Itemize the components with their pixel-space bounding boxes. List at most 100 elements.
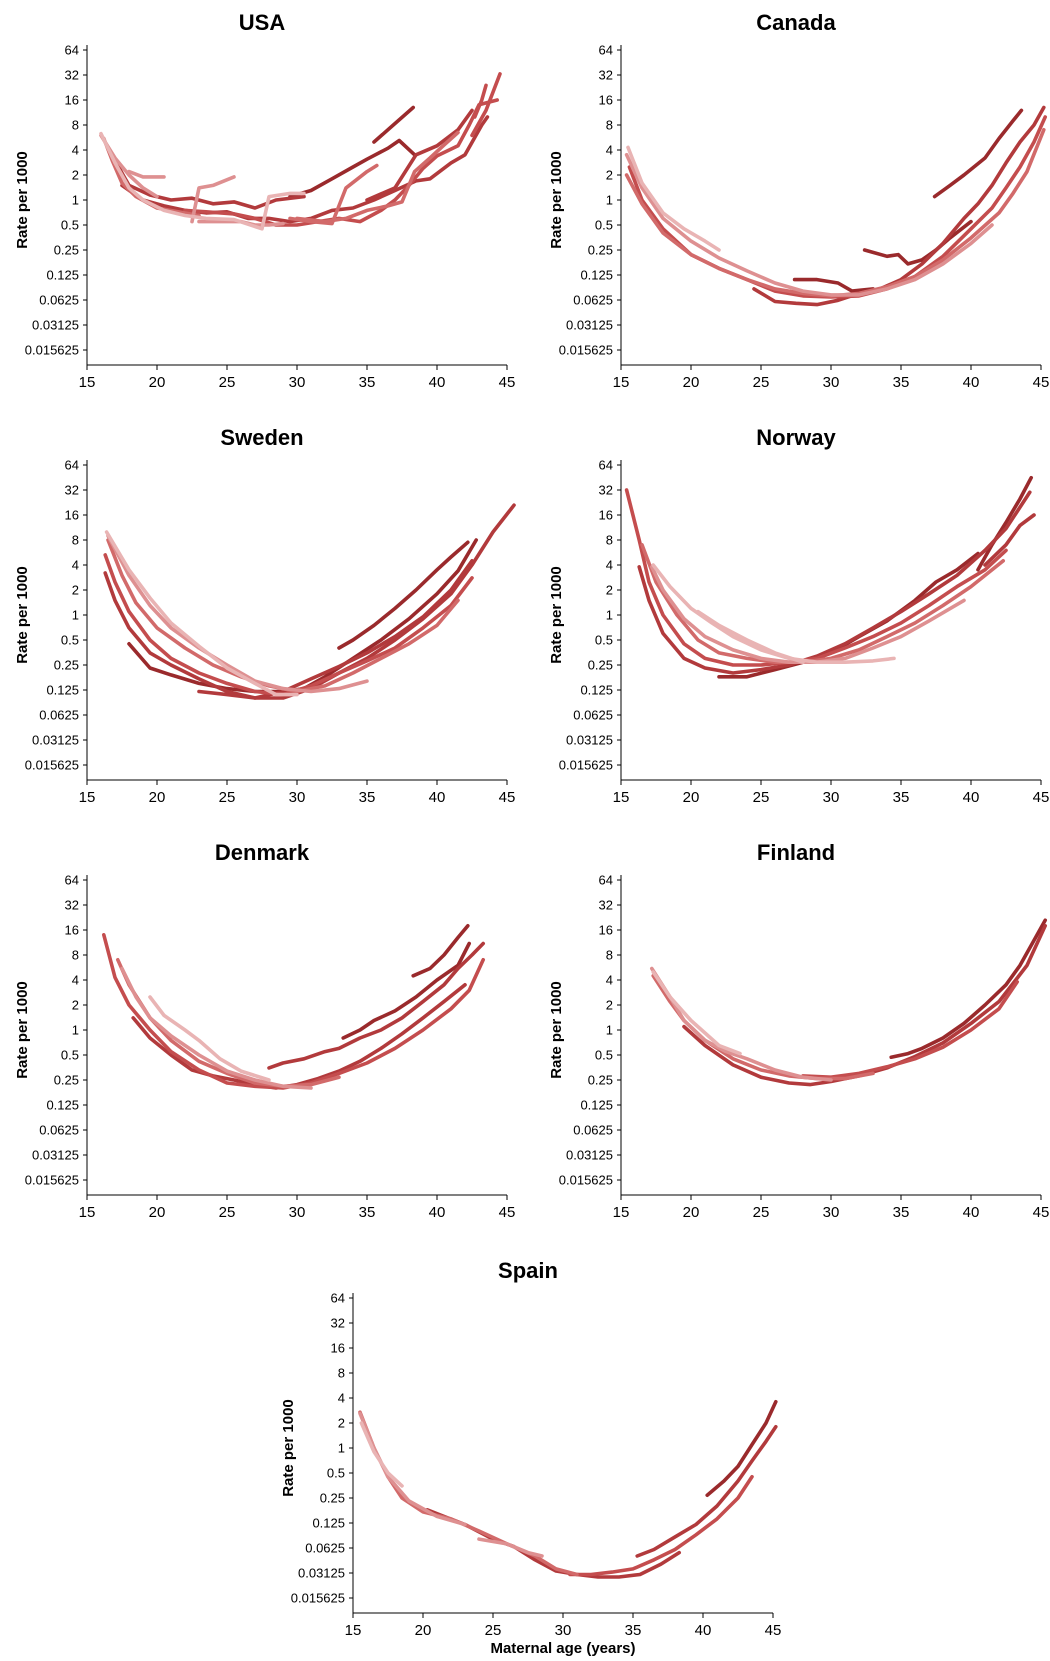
- x-tick-label: 30: [289, 789, 306, 806]
- y-tick-label: 8: [606, 533, 613, 548]
- x-tick-label: 40: [963, 1204, 980, 1221]
- series-line-sweden-5: [103, 553, 474, 697]
- y-tick-label: 0.0625: [39, 293, 79, 308]
- y-tick-label: 64: [65, 873, 79, 888]
- y-tick-label: 0.5: [595, 633, 613, 648]
- series-line-finland-6: [651, 970, 742, 1056]
- y-tick-label: 0.5: [61, 633, 79, 648]
- x-tick-label: 35: [893, 1204, 910, 1221]
- x-tick-label: 25: [753, 374, 770, 391]
- y-tick-label: 8: [338, 1366, 345, 1381]
- y-axis-label-canada: Rate per 1000: [548, 151, 565, 249]
- y-tick-label: 0.5: [327, 1466, 345, 1481]
- series-line-spain-2: [635, 1425, 778, 1558]
- y-tick-label: 0.0625: [573, 1123, 613, 1138]
- y-tick-label: 0.0625: [305, 1541, 345, 1556]
- series-line-spain-1: [705, 1400, 778, 1497]
- y-tick-label: 0.5: [61, 218, 79, 233]
- panel-denmark: Denmark 64 32 16 8 4 2 1 0.5 0.25 0.125 0.0625 0.031…: [14, 840, 515, 1221]
- x-tick-label: 30: [289, 1204, 306, 1221]
- x-tick-label: 15: [79, 374, 96, 391]
- y-tick-label: 0.125: [312, 1516, 345, 1531]
- x-tick-label: 40: [695, 1622, 712, 1639]
- series-line-spain-5: [358, 1410, 579, 1577]
- series-line-denmark-2: [341, 941, 471, 1040]
- series-line-spain-4: [568, 1475, 754, 1577]
- y-tick-label: 2: [606, 998, 613, 1013]
- x-tick-label: 25: [219, 374, 236, 391]
- series-line-norway-5: [624, 488, 1008, 667]
- x-tick-label: 25: [753, 789, 770, 806]
- series-line-canada-6: [624, 128, 1046, 298]
- y-tick-label: 16: [65, 93, 79, 108]
- y-tick-label: 16: [599, 923, 613, 938]
- panel-spain: Spain 64 32 16 8 4 2 1 0.5 0.25 0.125 0.0625 0.03125…: [280, 1258, 781, 1657]
- y-tick-label: 0.015625: [559, 758, 613, 773]
- chart-title-usa: USA: [239, 10, 286, 35]
- y-tick-label: 0.125: [580, 1098, 613, 1113]
- series-line-usa-3: [116, 163, 306, 210]
- y-tick-label: 1: [606, 193, 613, 208]
- x-tick-label: 30: [823, 1204, 840, 1221]
- series-line-spain-6: [358, 1411, 467, 1527]
- y-tick-label: 2: [606, 168, 613, 183]
- y-tick-label: 32: [65, 898, 79, 913]
- y-tick-label: 0.015625: [25, 343, 79, 358]
- x-tick-label: 45: [499, 789, 516, 806]
- series-line-spain-8: [477, 1537, 544, 1558]
- chart-title-spain: Spain: [498, 1258, 558, 1283]
- y-tick-label: 0.03125: [298, 1566, 345, 1581]
- x-tick-label: 20: [149, 1204, 166, 1221]
- x-tick-label: 35: [625, 1622, 642, 1639]
- y-tick-label: 0.0625: [39, 708, 79, 723]
- y-tick-label: 4: [606, 143, 613, 158]
- y-tick-label: 0.015625: [559, 343, 613, 358]
- x-tick-label: 40: [429, 1204, 446, 1221]
- y-tick-label: 8: [606, 118, 613, 133]
- x-tick-label: 15: [79, 789, 96, 806]
- y-tick-label: 0.125: [580, 683, 613, 698]
- series-line-norway-9: [696, 609, 805, 664]
- y-axis-label-sweden: Rate per 1000: [14, 566, 31, 664]
- x-tick-label: 45: [1033, 1204, 1050, 1221]
- series-line-finland-3: [801, 980, 1019, 1079]
- y-tick-label: 4: [72, 143, 79, 158]
- y-tick-label: 0.25: [588, 243, 613, 258]
- y-tick-label: 64: [331, 1291, 345, 1306]
- series-line-finland-1: [889, 918, 1047, 1059]
- y-tick-label: 16: [65, 923, 79, 938]
- series-line-sweden-8: [104, 530, 299, 697]
- y-tick-label: 2: [72, 168, 79, 183]
- y-tick-label: 2: [72, 998, 79, 1013]
- x-tick-label: 15: [613, 1204, 630, 1221]
- y-tick-label: 0.125: [46, 683, 79, 698]
- x-tick-label: 30: [823, 789, 840, 806]
- series-line-usa-11: [295, 130, 460, 224]
- y-tick-label: 64: [65, 458, 79, 473]
- y-tick-label: 16: [599, 93, 613, 108]
- series-line-norway-8: [651, 563, 896, 664]
- x-tick-label: 35: [893, 374, 910, 391]
- y-tick-label: 1: [72, 608, 79, 623]
- x-tick-label: 20: [683, 374, 700, 391]
- series-line-usa-13: [127, 169, 166, 179]
- x-tick-label: 20: [683, 789, 700, 806]
- y-tick-label: 0.25: [588, 1073, 613, 1088]
- y-tick-label: 16: [331, 1341, 345, 1356]
- x-tick-label: 45: [765, 1622, 782, 1639]
- x-tick-label: 40: [429, 374, 446, 391]
- y-tick-label: 0.015625: [291, 1591, 345, 1606]
- series-line-canada-8: [626, 145, 721, 252]
- x-tick-label: 45: [499, 1204, 516, 1221]
- panel-norway: Norway 64 32 16 8 4 2 1 0.5 0.25 0.125 0.0625 0.0312…: [548, 425, 1049, 806]
- y-tick-label: 32: [65, 483, 79, 498]
- y-tick-label: 32: [599, 483, 613, 498]
- y-tick-label: 0.03125: [32, 733, 79, 748]
- y-tick-label: 0.25: [588, 658, 613, 673]
- x-tick-label: 25: [485, 1622, 502, 1639]
- y-tick-label: 4: [72, 558, 79, 573]
- series-line-sweden-1: [337, 540, 470, 650]
- x-tick-label: 20: [149, 374, 166, 391]
- y-tick-label: 4: [338, 1391, 345, 1406]
- series-line-usa-7: [470, 72, 502, 138]
